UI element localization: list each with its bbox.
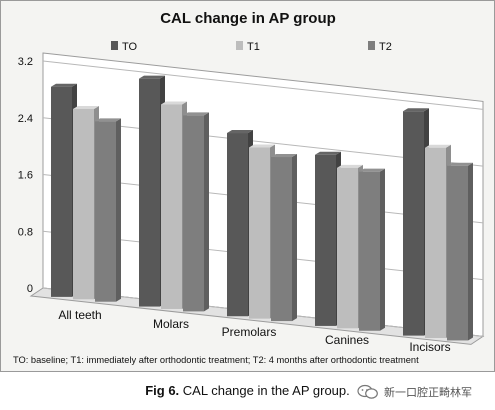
y-tick-label: 2.4 <box>18 113 33 125</box>
bar-top <box>183 112 209 116</box>
bar <box>95 118 121 302</box>
chart-title: CAL change in AP group <box>160 10 336 27</box>
bar-front <box>271 157 292 322</box>
bar-side <box>116 118 121 302</box>
x-tick-label: Molars <box>153 317 189 331</box>
bars <box>51 75 473 341</box>
legend-swatch <box>111 41 118 50</box>
bar-front <box>403 111 424 336</box>
y-tick-label: 3.2 <box>18 56 33 68</box>
bar-top <box>161 101 187 105</box>
wechat-icon <box>357 384 378 399</box>
bar-top <box>271 154 297 158</box>
bar <box>359 168 385 331</box>
legend: TO T1 T2 <box>111 41 392 53</box>
bar-top <box>403 108 429 112</box>
legend-label: TO <box>122 41 138 53</box>
bar-side <box>468 162 473 341</box>
bar-top <box>315 151 341 155</box>
bar-top <box>51 83 77 87</box>
bar-top <box>359 168 385 172</box>
bar <box>447 162 473 341</box>
legend-item: T1 <box>236 41 260 53</box>
legend-swatch <box>236 41 243 50</box>
x-tick-label: Premolars <box>222 325 277 339</box>
bar-side <box>380 168 385 331</box>
bar-front <box>337 167 358 329</box>
figure-caption: Fig 6. CAL change in the AP group. <box>0 383 495 398</box>
y-tick-label: 0.8 <box>18 226 33 238</box>
bar-front <box>359 171 380 331</box>
bar-side <box>292 154 297 322</box>
caption-label: Fig 6. <box>145 383 180 398</box>
footnote: TO: baseline; T1: immediately after orth… <box>13 355 419 365</box>
bar <box>271 154 297 322</box>
x-tick-label: Canines <box>325 333 369 347</box>
x-axis-ticks: All teeth Molars Premolars Canines Incisors <box>58 308 450 354</box>
legend-label: T1 <box>247 41 260 53</box>
x-tick-label: All teeth <box>58 308 101 322</box>
bar-front <box>249 147 270 319</box>
bar-top <box>425 144 451 148</box>
bar-front <box>95 121 116 302</box>
bar-top <box>73 105 99 109</box>
bar-top <box>249 144 275 148</box>
bar <box>183 112 209 312</box>
bar-top <box>447 162 473 166</box>
bar-front <box>161 104 182 309</box>
legend-item: TO <box>111 41 138 53</box>
bar-top <box>95 118 121 122</box>
bar-front <box>183 115 204 312</box>
legend-item: T2 <box>368 41 392 53</box>
bar-front <box>227 133 248 317</box>
gridline <box>42 60 484 110</box>
bar-top <box>227 130 253 134</box>
bar-front <box>139 78 160 307</box>
caption-text: CAL change in the AP group. <box>182 383 350 398</box>
bar-front <box>73 108 94 300</box>
bar-front <box>425 147 446 339</box>
bar-front <box>51 86 72 297</box>
x-tick-label: Incisors <box>409 340 450 354</box>
bar-chart: CAL change in AP group 0 0.8 1.6 2.4 3.2 All… <box>13 10 485 365</box>
y-tick-label: 1.6 <box>18 170 33 182</box>
y-axis-ticks: 0 0.8 1.6 2.4 3.2 <box>18 56 33 295</box>
bar-front <box>447 165 468 341</box>
bar-side <box>204 112 209 312</box>
watermark-text: 新一口腔正畸林军 <box>384 387 472 399</box>
y-tick-label: 0 <box>27 283 33 295</box>
figure-frame: CAL change in AP group 0 0.8 1.6 2.4 3.2 All… <box>0 0 495 372</box>
bar-top <box>337 164 363 168</box>
legend-swatch <box>368 41 375 50</box>
bar-top <box>139 75 165 79</box>
bar-front <box>315 154 336 326</box>
watermark: 新一口腔正畸林军 <box>357 384 472 400</box>
legend-label: T2 <box>379 41 392 53</box>
